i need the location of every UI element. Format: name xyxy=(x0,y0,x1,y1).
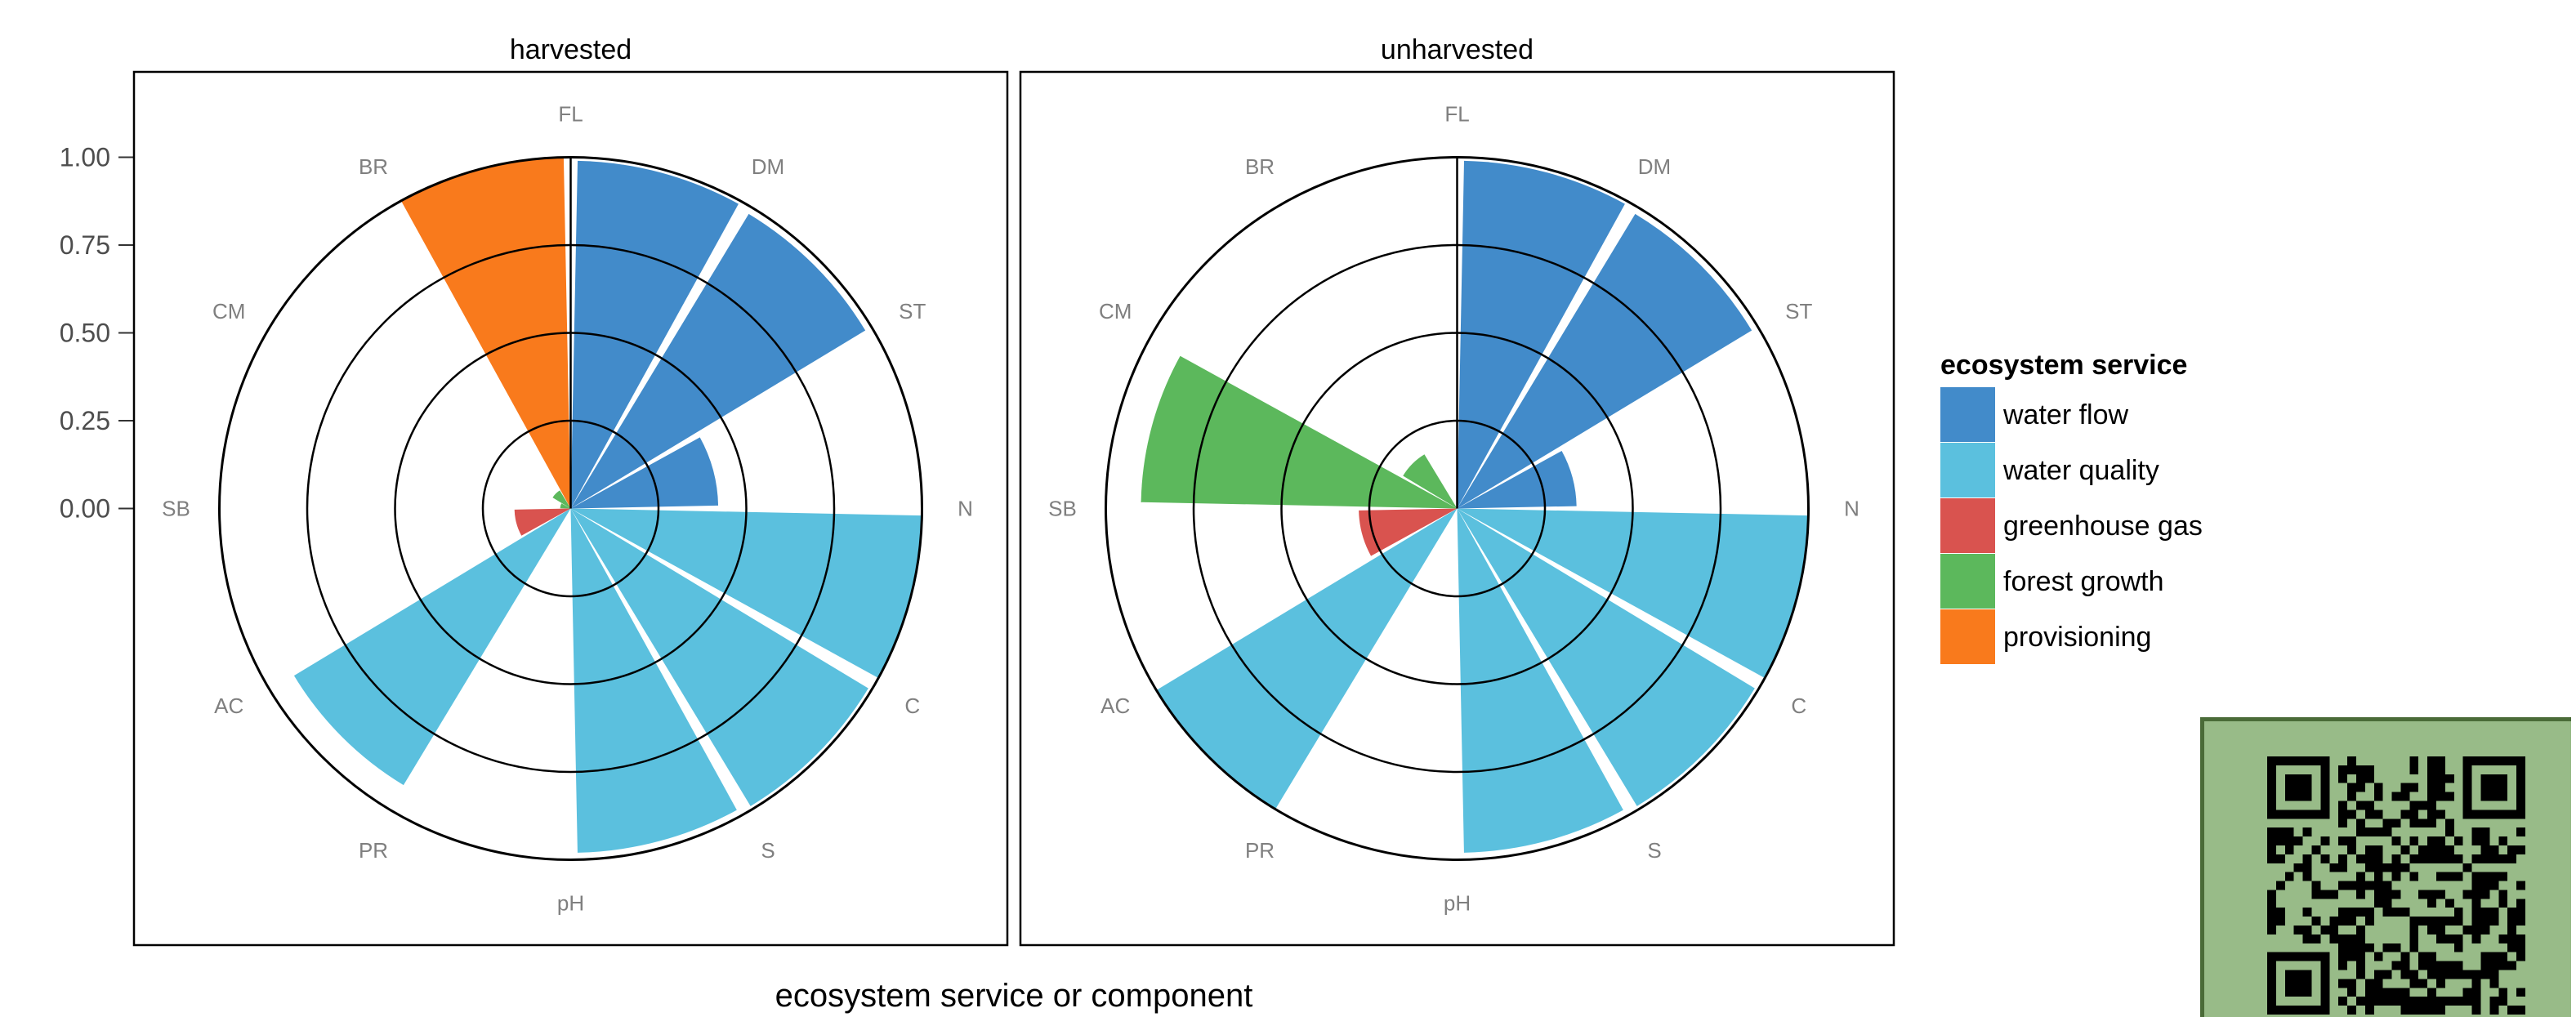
bar-S xyxy=(1457,508,1623,853)
category-label: S xyxy=(761,838,775,863)
bar-CM xyxy=(1403,454,1458,509)
category-label: FL xyxy=(1444,102,1469,127)
bars xyxy=(1141,160,1809,853)
bar-ST xyxy=(570,437,719,509)
y-tick-label: 0.50 xyxy=(60,319,110,348)
y-tick-label: 0.25 xyxy=(60,406,110,435)
bar-ST xyxy=(1457,450,1577,509)
panel-title: unharvested xyxy=(1381,34,1534,65)
qr-panel xyxy=(2200,717,2571,1017)
bar-PR xyxy=(293,508,571,786)
bar-N xyxy=(570,508,922,679)
bar-SB xyxy=(560,503,571,509)
category-label: PR xyxy=(359,838,388,863)
category-label: C xyxy=(904,694,920,718)
category-labels: FL DM ST N C SpH PR AC SB CM BR xyxy=(1048,102,1859,916)
panel-unharvested: unharvested FL DM ST N C SpH PR AC SB CM BR xyxy=(1019,34,1895,947)
category-label: AC xyxy=(1100,694,1130,718)
bar-C xyxy=(570,508,868,806)
bar-N xyxy=(1457,508,1809,679)
bar-BR xyxy=(400,157,571,509)
grid xyxy=(1105,156,1810,861)
legend-swatch xyxy=(1940,609,1995,664)
bar-PR xyxy=(1156,508,1458,810)
legend-swatch xyxy=(1940,554,1995,609)
category-label: PR xyxy=(1245,838,1275,863)
legend-swatch xyxy=(1940,443,1995,497)
category-label: FL xyxy=(558,102,583,127)
category-label: ST xyxy=(1785,299,1812,323)
category-label: AC xyxy=(214,694,243,718)
x-axis-title: ecosystem service or component xyxy=(775,978,1253,1014)
category-label: SB xyxy=(1048,497,1077,521)
bar-CM xyxy=(552,490,571,509)
legend-entry: water flow xyxy=(2002,399,2128,430)
legend: ecosystem service water flow water qualit… xyxy=(1940,350,2203,664)
category-label: pH xyxy=(557,891,584,916)
y-tick-label: 0.00 xyxy=(60,494,110,524)
category-label: ST xyxy=(899,299,926,323)
qr-code-icon xyxy=(2267,756,2525,1015)
category-label: N xyxy=(958,497,973,521)
bar-DM xyxy=(570,213,866,509)
category-label: DM xyxy=(1638,154,1671,179)
category-label: N xyxy=(1844,497,1859,521)
y-axis: 0.00 0.25 0.50 0.75 1.00 xyxy=(60,143,134,524)
category-label: SB xyxy=(162,497,190,521)
bar-S xyxy=(570,508,737,853)
category-label: BR xyxy=(359,154,388,179)
bar-DM xyxy=(1457,213,1752,509)
legend-entry: greenhouse gas xyxy=(2003,511,2203,542)
legend-entry: water quality xyxy=(2002,455,2159,486)
panel-title: harvested xyxy=(510,34,632,65)
legend-swatch xyxy=(1940,387,1995,442)
category-label: CM xyxy=(212,299,245,323)
bar-C xyxy=(1457,508,1755,806)
category-label: CM xyxy=(1099,299,1132,323)
category-label: BR xyxy=(1245,154,1275,179)
category-labels: FL DM ST N C SpH PR AC SB CM BR xyxy=(162,102,973,916)
category-label: pH xyxy=(1444,891,1471,916)
y-tick-label: 1.00 xyxy=(60,143,110,172)
grid xyxy=(218,156,923,861)
category-label: S xyxy=(1647,838,1661,863)
category-label: C xyxy=(1791,694,1806,718)
legend-title: ecosystem service xyxy=(1940,350,2187,381)
bar-AC xyxy=(514,508,571,536)
legend-swatch xyxy=(1940,498,1995,553)
panel-harvested: harvested FL DM ST N C SpH PR AC SB CM BR xyxy=(132,34,1009,947)
legend-entry: forest growth xyxy=(2003,566,2164,597)
y-tick-label: 0.75 xyxy=(60,230,110,260)
bar-AC xyxy=(1359,508,1458,556)
category-label: DM xyxy=(752,154,784,179)
legend-entry: provisioning xyxy=(2003,622,2151,653)
bars xyxy=(293,157,922,853)
